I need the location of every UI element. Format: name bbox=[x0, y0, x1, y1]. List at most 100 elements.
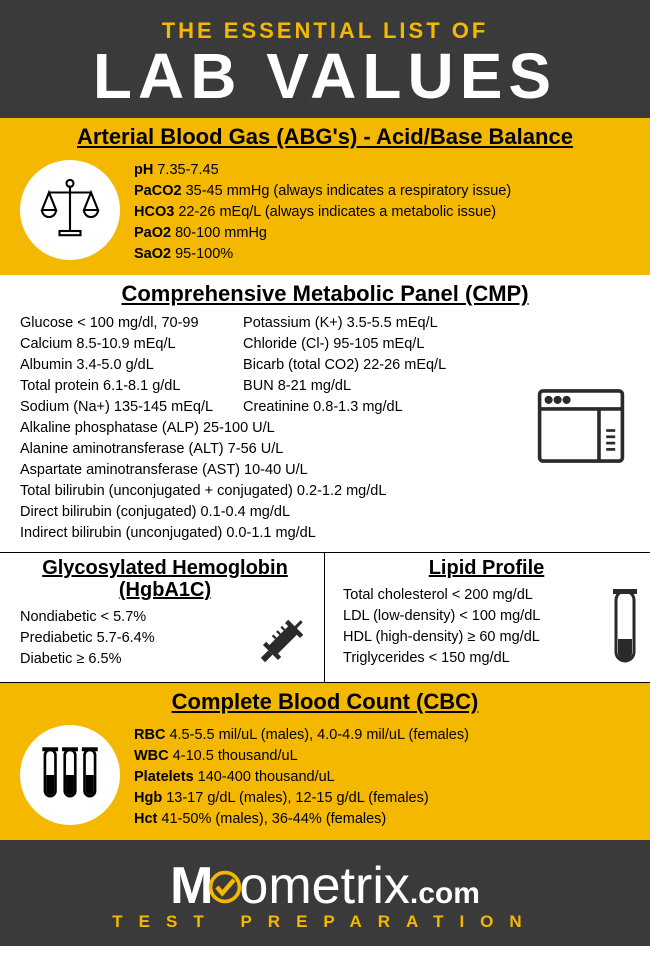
value-text: 0.8-1.3 mg/dL bbox=[313, 399, 402, 415]
value-label: LDL (low-density) bbox=[343, 608, 459, 624]
footer-brand-rest: ometrix bbox=[239, 857, 409, 915]
value-row: Direct bilirubin (conjugated) 0.1-0.4 mg… bbox=[20, 502, 630, 523]
cmp-section: Glucose < 100 mg/dl, 70-99Calcium 8.5-10… bbox=[0, 311, 650, 552]
header-title: LAB VALUES bbox=[0, 44, 650, 108]
value-text: 10-40 U/L bbox=[244, 462, 308, 478]
cmp-left-col: Glucose < 100 mg/dl, 70-99Calcium 8.5-10… bbox=[20, 313, 213, 418]
footer-tagline: TEST PREPARATION bbox=[0, 912, 650, 932]
value-label: HDL (high-density) bbox=[343, 629, 467, 645]
value-text: 95-100% bbox=[175, 246, 233, 262]
checkmark-icon bbox=[207, 869, 243, 905]
footer: Mometrix.com TEST PREPARATION bbox=[0, 840, 650, 946]
value-text: 22-26 mEq/L (always indicates a metaboli… bbox=[178, 204, 496, 220]
window-icon bbox=[536, 387, 626, 470]
value-row: Sodium (Na+) 135-145 mEq/L bbox=[20, 397, 213, 418]
test-tubes-icon bbox=[20, 725, 120, 825]
value-text: 6.1-8.1 g/dL bbox=[103, 378, 180, 394]
value-text: 4.5-5.5 mil/uL (males), 4.0-4.9 mil/uL (… bbox=[169, 727, 469, 743]
value-label: Aspartate aminotransferase (AST) bbox=[20, 462, 244, 478]
value-text: 0.2-1.2 mg/dL bbox=[297, 483, 386, 499]
value-text: 95-105 mEq/L bbox=[333, 336, 424, 352]
value-label: PaCO2 bbox=[134, 183, 186, 199]
value-label: Indirect bilirubin (unconjugated) bbox=[20, 525, 226, 541]
value-text: 7.35-7.45 bbox=[157, 162, 218, 178]
value-row: pH 7.35-7.45 bbox=[134, 160, 511, 181]
value-label: Direct bilirubin (conjugated) bbox=[20, 504, 201, 520]
value-text: 35-45 mmHg (always indicates a respirato… bbox=[186, 183, 512, 199]
value-row: Platelets 140-400 thousand/uL bbox=[134, 767, 469, 788]
value-label: RBC bbox=[134, 727, 169, 743]
abg-values: pH 7.35-7.45PaCO2 35-45 mmHg (always ind… bbox=[134, 160, 511, 265]
split-section: Glycosylated Hemoglobin (HgbA1C) Nondiab… bbox=[0, 552, 650, 682]
cbc-section: RBC 4.5-5.5 mil/uL (males), 4.0-4.9 mil/… bbox=[0, 719, 650, 840]
scales-icon bbox=[20, 160, 120, 260]
value-text: 3.5-5.5 mEq/L bbox=[347, 315, 438, 331]
value-text: 0.1-0.4 mg/dL bbox=[201, 504, 290, 520]
value-text: < 150 mg/dL bbox=[429, 650, 510, 666]
value-row: Chloride (Cl-) 95-105 mEq/L bbox=[243, 334, 446, 355]
value-row: Triglycerides < 150 mg/dL bbox=[343, 648, 630, 669]
value-text: ≥ 60 mg/dL bbox=[467, 629, 539, 645]
footer-domain: .com bbox=[410, 877, 480, 910]
value-row: Total protein 6.1-8.1 g/dL bbox=[20, 376, 213, 397]
value-label: HCO3 bbox=[134, 204, 178, 220]
value-label: Platelets bbox=[134, 769, 198, 785]
value-label: Triglycerides bbox=[343, 650, 429, 666]
value-label: Hgb bbox=[134, 790, 166, 806]
value-label: Sodium (Na+) bbox=[20, 399, 114, 415]
value-label: Total protein bbox=[20, 378, 103, 394]
value-row: Indirect bilirubin (unconjugated) 0.0-1.… bbox=[20, 523, 630, 544]
value-row: Albumin 3.4-5.0 g/dL bbox=[20, 355, 213, 376]
value-row: SaO2 95-100% bbox=[134, 244, 511, 265]
header: THE ESSENTIAL LIST OF LAB VALUES bbox=[0, 0, 650, 118]
value-row: Hct 41-50% (males), 36-44% (females) bbox=[134, 809, 469, 830]
value-label: WBC bbox=[134, 748, 173, 764]
value-row: HCO3 22-26 mEq/L (always indicates a met… bbox=[134, 202, 511, 223]
value-text: 0.0-1.1 mg/dL bbox=[226, 525, 315, 541]
cbc-values: RBC 4.5-5.5 mil/uL (males), 4.0-4.9 mil/… bbox=[134, 725, 469, 830]
value-text: < 100 mg/dl, 70-99 bbox=[77, 315, 198, 331]
value-text: 41-50% (males), 36-44% (females) bbox=[161, 811, 386, 827]
value-label: Albumin bbox=[20, 357, 76, 373]
value-row: LDL (low-density) < 100 mg/dL bbox=[343, 606, 630, 627]
hgba1c-section: Glycosylated Hemoglobin (HgbA1C) Nondiab… bbox=[0, 553, 325, 682]
lipid-title: Lipid Profile bbox=[343, 557, 630, 579]
value-row: Calcium 8.5-10.9 mEq/L bbox=[20, 334, 213, 355]
value-text: 22-26 mEq/L bbox=[363, 357, 446, 373]
value-label: Bicarb (total CO2) bbox=[243, 357, 363, 373]
value-text: ≥ 6.5% bbox=[76, 651, 121, 667]
value-row: RBC 4.5-5.5 mil/uL (males), 4.0-4.9 mil/… bbox=[134, 725, 469, 746]
value-label: Nondiabetic bbox=[20, 609, 101, 625]
value-row: Creatinine 0.8-1.3 mg/dL bbox=[243, 397, 446, 418]
value-label: PaO2 bbox=[134, 225, 175, 241]
value-text: 140-400 thousand/uL bbox=[198, 769, 335, 785]
value-label: Calcium bbox=[20, 336, 76, 352]
value-text: 8.5-10.9 mEq/L bbox=[76, 336, 175, 352]
value-text: < 100 mg/dL bbox=[459, 608, 540, 624]
value-row: PaO2 80-100 mmHg bbox=[134, 223, 511, 244]
value-text: 7-56 U/L bbox=[228, 441, 284, 457]
cmp-right-col: Potassium (K+) 3.5-5.5 mEq/LChloride (Cl… bbox=[243, 313, 446, 418]
lipid-values: Total cholesterol < 200 mg/dLLDL (low-de… bbox=[343, 585, 630, 669]
value-row: HDL (high-density) ≥ 60 mg/dL bbox=[343, 627, 630, 648]
value-row: Bicarb (total CO2) 22-26 mEq/L bbox=[243, 355, 446, 376]
value-label: Diabetic bbox=[20, 651, 76, 667]
value-text: < 5.7% bbox=[101, 609, 147, 625]
value-text: 5.7-6.4% bbox=[97, 630, 155, 646]
value-row: PaCO2 35-45 mmHg (always indicates a res… bbox=[134, 181, 511, 202]
test-tube-icon bbox=[612, 589, 638, 672]
value-label: Total cholesterol bbox=[343, 587, 452, 603]
value-text: 4-10.5 thousand/uL bbox=[173, 748, 298, 764]
cmp-title: Comprehensive Metabolic Panel (CMP) bbox=[0, 275, 650, 311]
value-text: 8-21 mg/dL bbox=[278, 378, 351, 394]
hgba1c-title: Glycosylated Hemoglobin (HgbA1C) bbox=[20, 557, 310, 601]
value-text: 135-145 mEq/L bbox=[114, 399, 213, 415]
value-label: Potassium (K+) bbox=[243, 315, 347, 331]
value-text: 3.4-5.0 g/dL bbox=[76, 357, 153, 373]
value-label: Hct bbox=[134, 811, 161, 827]
value-row: Potassium (K+) 3.5-5.5 mEq/L bbox=[243, 313, 446, 334]
abg-title: Arterial Blood Gas (ABG's) - Acid/Base B… bbox=[0, 118, 650, 154]
value-label: pH bbox=[134, 162, 157, 178]
abg-section: pH 7.35-7.45PaCO2 35-45 mmHg (always ind… bbox=[0, 154, 650, 275]
value-label: Prediabetic bbox=[20, 630, 97, 646]
